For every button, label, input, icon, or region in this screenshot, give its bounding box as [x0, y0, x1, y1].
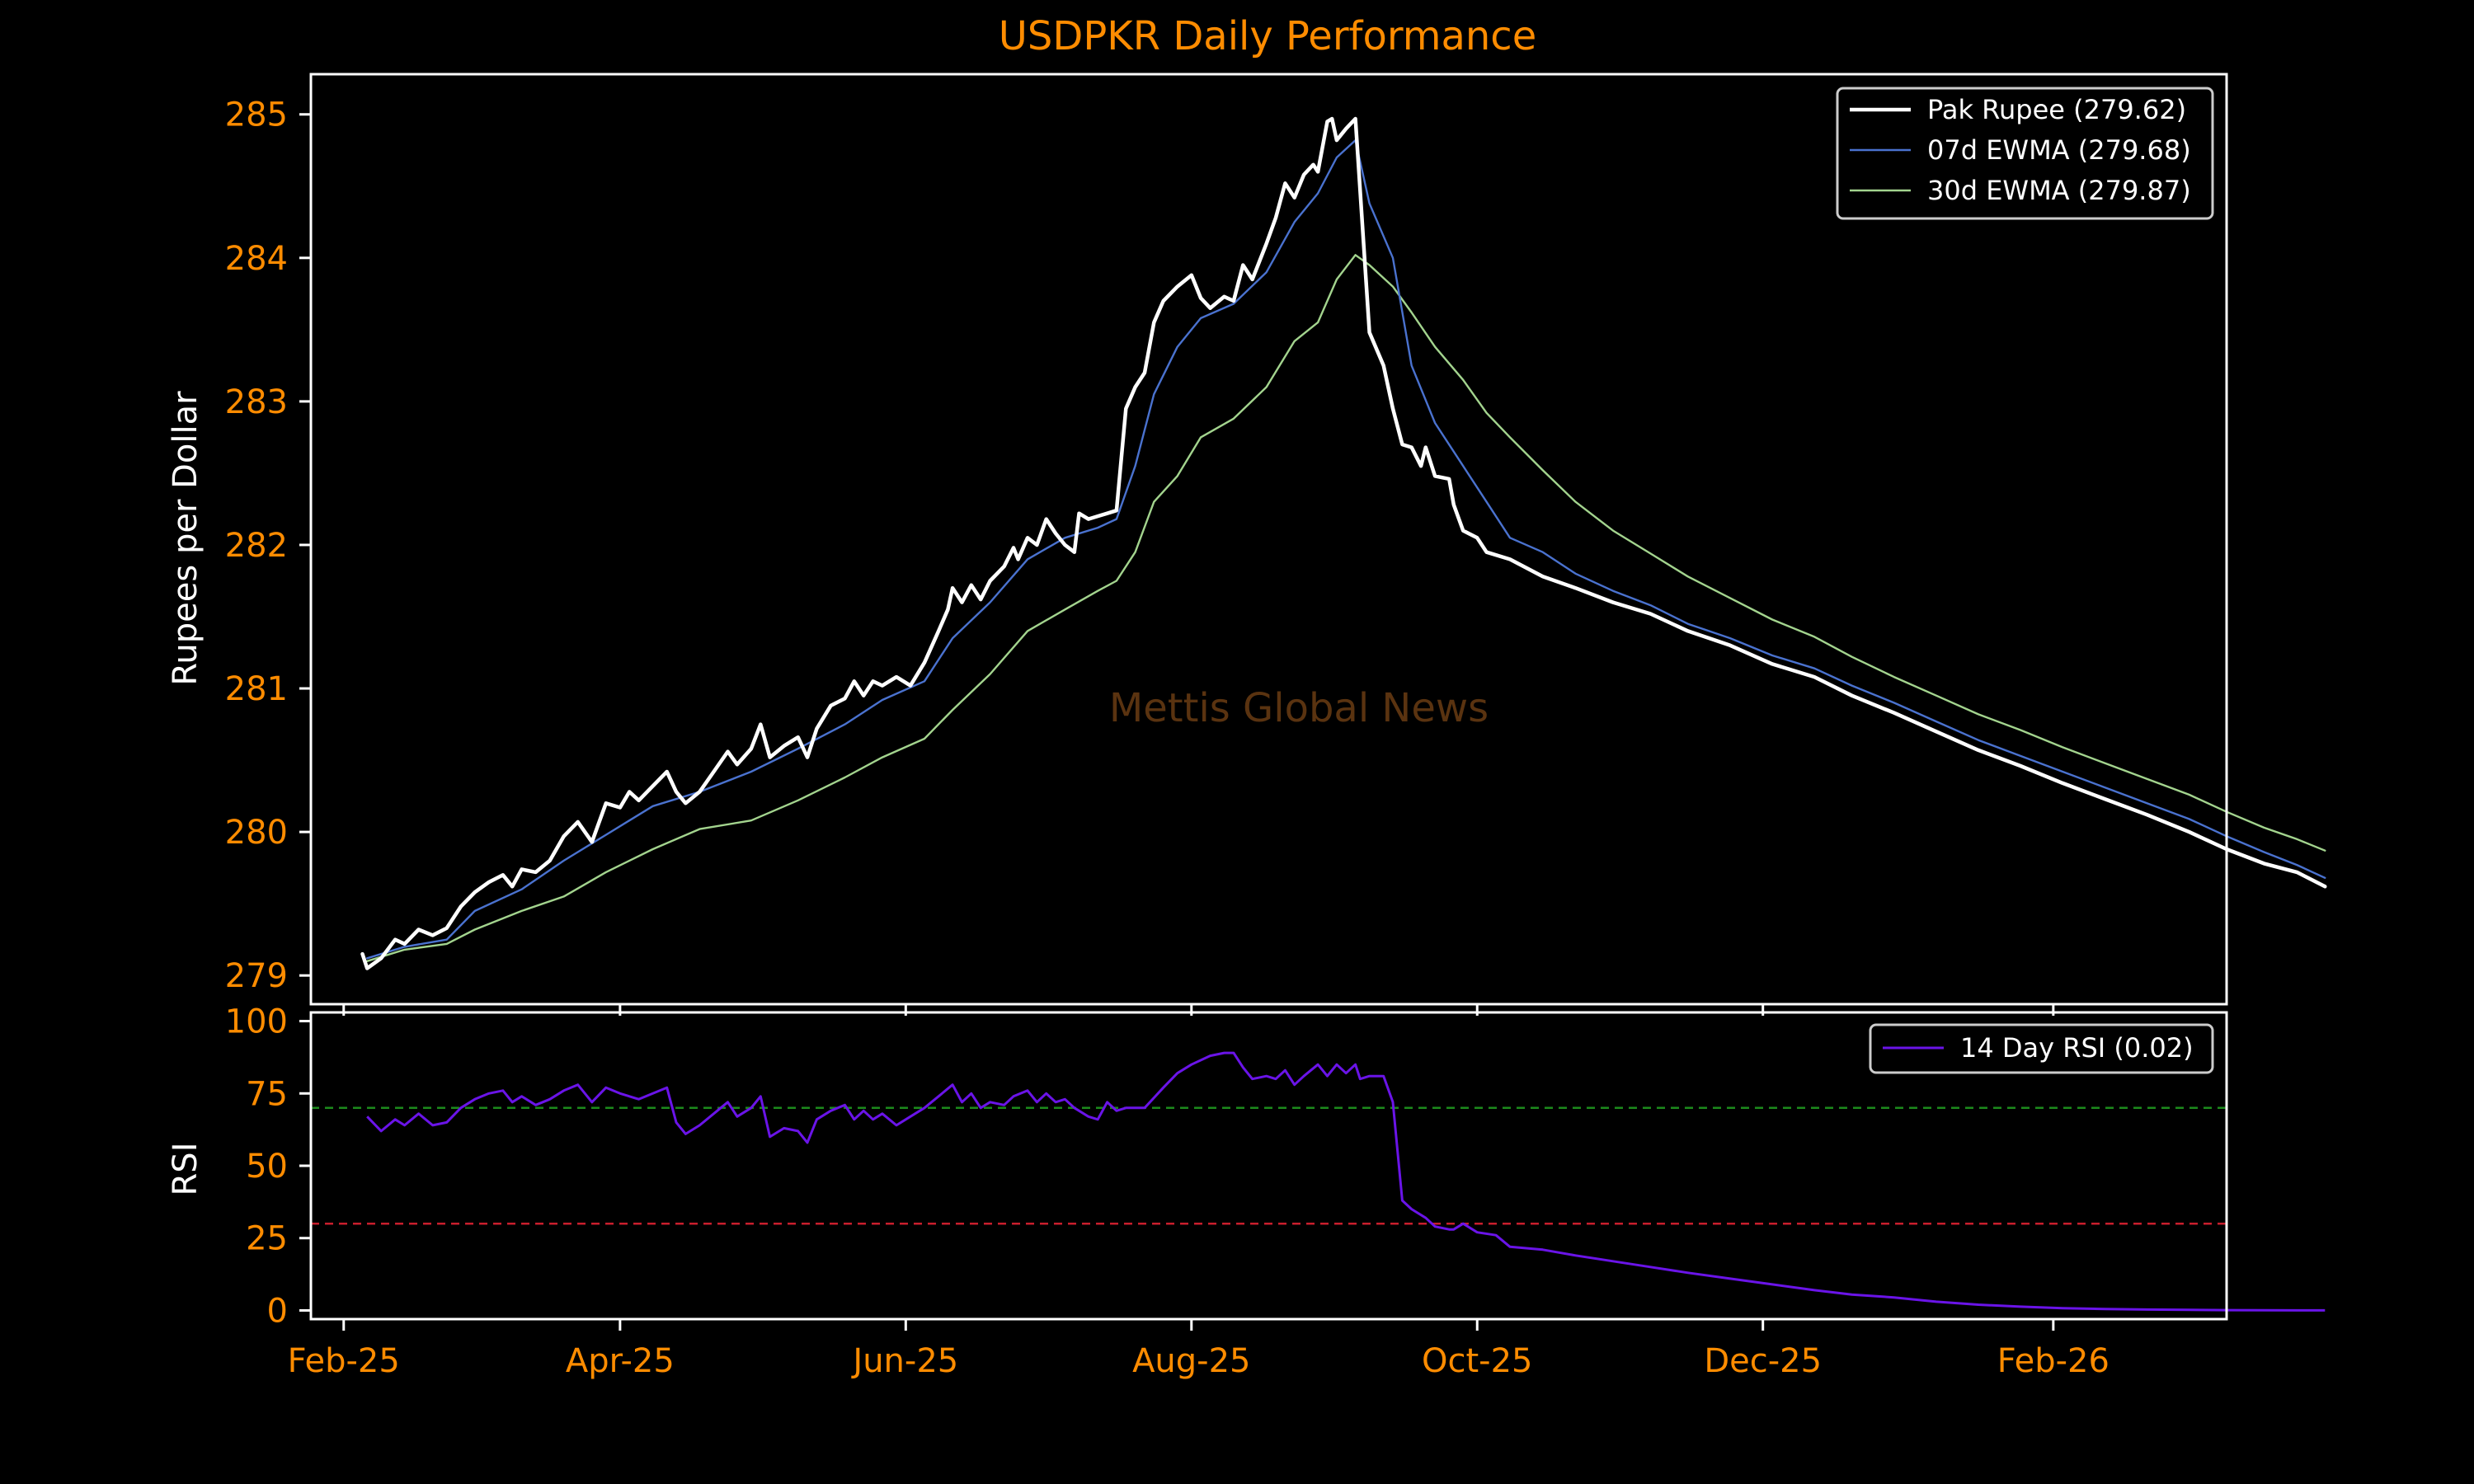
rsi-axis-title: RSI	[167, 1143, 205, 1196]
pak-rupee-line	[360, 116, 2327, 970]
rsi-y-axis: 0 25 50 75 100	[225, 1003, 311, 1330]
ewma-30d-line	[366, 254, 2326, 963]
rsi-y-tick-label: 0	[267, 1292, 288, 1330]
rsi-reference-lines	[311, 1106, 2227, 1225]
x-tick-label: Oct-25	[1422, 1342, 1533, 1380]
rsi-y-tick-label: 75	[246, 1075, 288, 1113]
x-axis: Feb-25 Apr-25 Jun-25 Aug-25 Oct-25 Dec-25 Feb-…	[288, 1004, 2109, 1380]
legend-label: Pak Rupee (279.62)	[1927, 94, 2186, 125]
watermark-text: Mettis Global News	[1109, 685, 1489, 731]
rsi-y-tick-label: 50	[246, 1148, 288, 1186]
price-legend-box	[1836, 87, 2214, 220]
legend-label: 14 Day RSI (0.02)	[1960, 1032, 2194, 1064]
price-axis-title: Rupees per Dollar	[167, 391, 205, 686]
rsi-line	[366, 1051, 2326, 1312]
price-y-tick-label: 281	[225, 670, 288, 708]
rsi-plot-frame	[309, 1011, 2228, 1321]
x-tick-label: Feb-25	[288, 1342, 400, 1380]
rsi-legend: 14 Day RSI (0.02)	[1869, 1023, 2214, 1074]
rsi-y-tick-label: 25	[246, 1220, 288, 1258]
rsi-panel: RSI 0 25 50 75 100 14 Day RSI (0.02)	[167, 1003, 2326, 1330]
price-series-group	[360, 116, 2327, 970]
x-tick-label: Jun-25	[850, 1342, 958, 1380]
legend-label: 07d EWMA (279.68)	[1927, 134, 2191, 166]
price-legend: Pak Rupee (279.62) 07d EWMA (279.68) 30d E…	[1836, 87, 2214, 220]
x-tick-label: Aug-25	[1132, 1342, 1250, 1380]
ewma-07d-line	[366, 139, 2326, 960]
rsi-y-tick-label: 100	[225, 1003, 288, 1041]
rsi-legend-box	[1869, 1023, 2214, 1074]
price-y-tick-label: 284	[225, 240, 288, 278]
rsi-series-group	[366, 1051, 2326, 1312]
price-y-tick-label: 280	[225, 814, 288, 852]
x-tick-label: Feb-26	[1997, 1342, 2109, 1380]
price-plot-frame	[309, 73, 2228, 1006]
price-y-tick-label: 285	[225, 96, 288, 134]
legend-label: 30d EWMA (279.87)	[1927, 175, 2191, 206]
price-panel: Rupees per Dollar 279280281282283284285 …	[167, 73, 2327, 1006]
price-y-tick-label: 279	[225, 957, 288, 995]
price-y-tick-label: 282	[225, 527, 288, 565]
price-y-axis: 279 280 281 282 283 284 285	[225, 96, 311, 995]
x-tick-label: Apr-25	[566, 1342, 675, 1380]
price-y-tick-label: 283	[225, 383, 288, 421]
chart-title: USDPKR Daily Performance	[999, 13, 1536, 59]
x-tick-label: Dec-25	[1704, 1342, 1822, 1380]
